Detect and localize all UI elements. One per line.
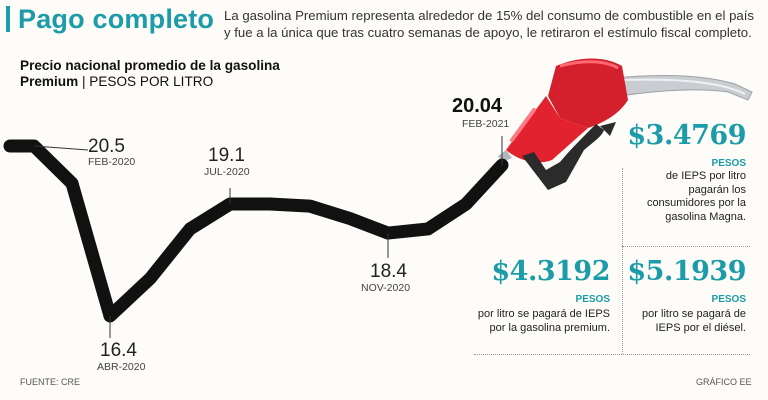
diesel-ieps-unit: PESOS (711, 294, 746, 305)
diesel-ieps-amount: $5.1939 (627, 256, 746, 287)
premium-ieps-description: por litro se pagará de IEPS por la gasol… (477, 308, 610, 334)
callout-divider (622, 168, 623, 354)
price-line (3, 139, 509, 323)
magna-ieps-unit: PESOS (711, 158, 746, 169)
callout-divider (474, 354, 750, 355)
chart-subtitle-fuel: Premium (20, 74, 79, 89)
data-label-date: FEB-2020 (88, 156, 136, 168)
diesel-ieps-description: por litro se pagará de IEPS por el diése… (642, 308, 746, 334)
intro-text: La gasolina Premium representa alrededor… (224, 8, 755, 40)
data-label-value: 20.5 (88, 136, 125, 157)
callout-divider (622, 246, 750, 247)
source-note: FUENTE: CRE (20, 377, 81, 387)
premium-ieps-amount: $4.3192 (491, 256, 610, 287)
label-leader-line (33, 145, 89, 151)
data-label-value: 18.4 (370, 261, 407, 282)
page-title: Pago completo (18, 4, 215, 34)
magna-ieps-description: de IEPS por litro pagarán los consumidor… (646, 170, 746, 223)
chart-subtitle-unit: | PESOS POR LITRO (81, 74, 214, 89)
price-series (3, 136, 509, 338)
magna-ieps-amount: $3.4769 (627, 120, 746, 151)
data-label-value: 19.1 (208, 145, 245, 166)
title-accent-bar (6, 6, 10, 32)
data-label-date: JUL-2020 (204, 166, 250, 178)
data-label-value: 16.4 (100, 340, 137, 361)
fuel-nozzle-icon (498, 58, 753, 190)
premium-ieps-unit: PESOS (575, 294, 610, 305)
data-label-date: NOV-2020 (361, 282, 411, 294)
data-label-value-highlight: 20.04 (452, 95, 503, 117)
chart-title: Precio nacional promedio de la gasolina (20, 58, 280, 73)
graphic-credit: GRÁFICO EE (696, 377, 752, 387)
data-label-date: FEB-2021 (462, 118, 510, 130)
data-label-date: ABR-2020 (97, 361, 146, 373)
chart-subtitle: Premium | PESOS POR LITRO (20, 74, 213, 90)
